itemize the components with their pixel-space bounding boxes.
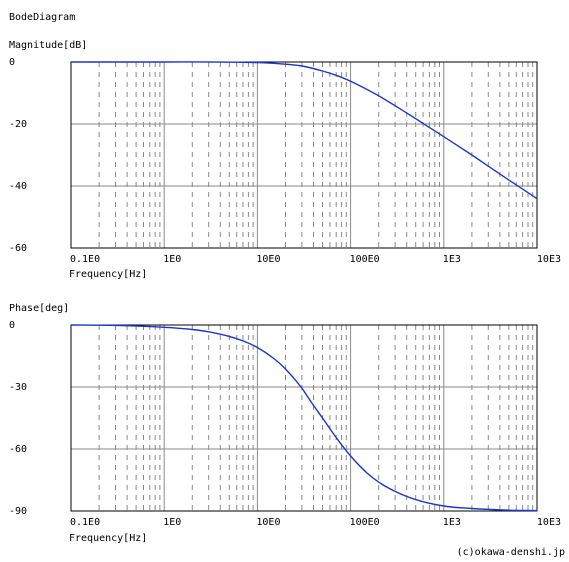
phase-xlabel: Frequency[Hz] [69,533,147,544]
magnitude-ylabel: Magnitude[dB] [9,40,87,51]
phase-data-point [321,417,323,419]
magnitude-y-tick-label: 0 [9,57,15,68]
phase-data-point [208,331,210,333]
phase-data-point [394,490,396,492]
magnitude-x-tick-label: 10E3 [537,254,561,265]
phase-x-tick-label: 1E3 [443,517,461,528]
phase-curve [70,324,538,512]
magnitude-data-point [471,154,473,156]
phase-data-point [163,326,165,328]
phase-x-ticks: 0.1E0 1E0 10E0 100E0 1E3 10E3 [70,517,561,528]
magnitude-data-point [487,165,489,167]
phase-y-tick-label: -30 [9,382,27,393]
magnitude-x-tick-label: 1E0 [163,254,181,265]
magnitude-data-point [378,95,380,97]
phase-grid [70,324,538,512]
phase-data-point [242,340,244,342]
magnitude-x-tick-label: 1E3 [443,254,461,265]
phase-data-point [366,472,368,474]
magnitude-data-point [349,80,351,82]
phase-data-point [114,324,116,326]
phase-data-point [228,335,230,337]
phase-plot-frame [70,324,538,512]
magnitude-curve [71,61,538,200]
magnitude-data-point [284,63,286,65]
phase-y-tick-label: 0 [9,320,15,331]
magnitude-y-ticks: 0 -20 -40 -60 [9,57,27,254]
magnitude-data-point [521,188,523,190]
phase-data-point [415,498,417,500]
magnitude-grid [70,61,538,249]
phase-data-point [335,436,337,438]
magnitude-data-point [415,118,417,120]
phase-y-ticks: 0 -30 -60 -90 [9,320,27,517]
magnitude-x-tick-label: 0.1E0 [70,254,100,265]
phase-y-tick-label: -90 [9,506,27,517]
magnitude-x-tick-label: 10E0 [256,254,280,265]
magnitude-plot-frame [70,61,538,249]
magnitude-data-point [70,61,72,63]
magnitude-x-ticks: 0.1E0 1E0 10E0 100E0 1E3 10E3 [70,254,561,265]
magnitude-y-tick-label: -60 [9,243,27,254]
phase-data-point [301,387,303,389]
phase-x-tick-label: 100E0 [350,517,380,528]
magnitude-data-point [163,61,165,63]
phase-data-point [256,346,258,348]
magnitude-xlabel: Frequency[Hz] [69,269,147,280]
phase-data-point [536,509,538,511]
phase-data-point [349,455,351,457]
phase-data-point [312,404,314,406]
magnitude-data-point [536,198,538,200]
phase-data-point [378,481,380,483]
phase-x-tick-label: 10E0 [256,517,280,528]
magnitude-y-tick-label: -20 [9,119,27,130]
phase-data-point [70,324,72,326]
phase-x-tick-label: 1E0 [163,517,181,528]
magnitude-data-point [443,136,445,138]
magnitude-data-point [335,74,337,76]
magnitude-panel: Magnitude[dB] 0 -20 -40 -60 0.1E0 1E0 10E0 100… [9,40,561,280]
phase-data-point [508,509,510,511]
phase-data-point [471,507,473,509]
phase-data-point [443,505,445,507]
phase-ylabel: Phase[deg] [9,303,69,314]
phase-y-tick-label: -60 [9,444,27,455]
phase-x-tick-label: 10E3 [537,517,561,528]
phase-data-point [284,368,286,370]
magnitude-data-point [321,70,323,72]
phase-panel: Phase[deg] 0 -30 -60 -90 0.1E0 1E0 10E0 100E0 1… [9,303,561,544]
magnitude-x-tick-label: 100E0 [350,254,380,265]
magnitude-data-point [301,65,303,67]
phase-data-point [273,357,275,359]
magnitude-data-point [256,61,258,63]
phase-x-tick-label: 0.1E0 [70,517,100,528]
magnitude-y-tick-label: -40 [9,181,27,192]
magnitude-data-point [394,105,396,107]
phase-data-point [191,328,193,330]
credit-text: (c)okawa-denshi.jp [457,547,565,558]
magnitude-data-point [508,179,510,181]
chart-title: BodeDiagram [9,12,75,23]
